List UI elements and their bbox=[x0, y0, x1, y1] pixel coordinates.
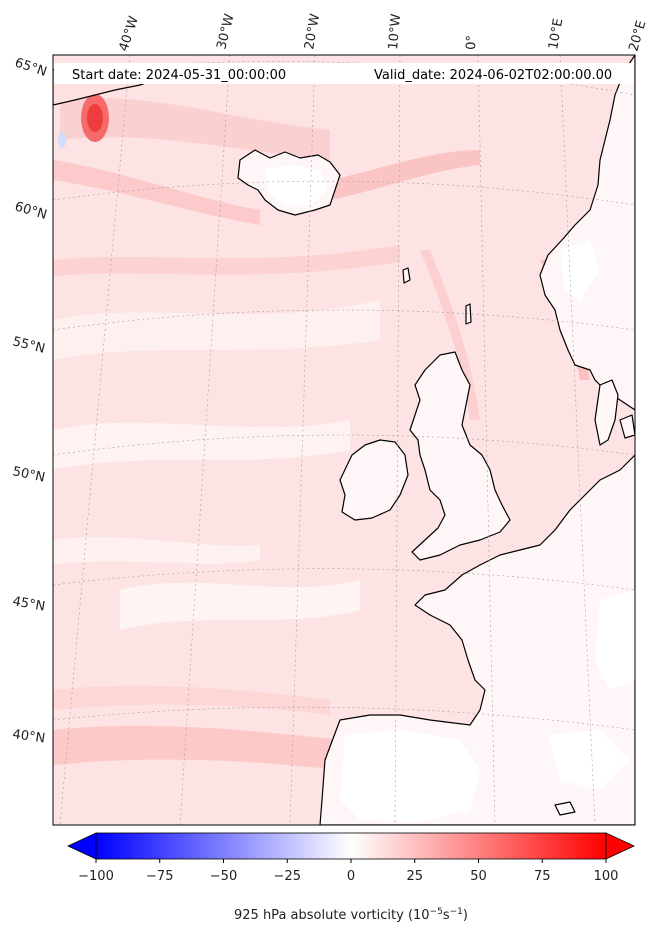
colorbar-extend-min bbox=[67, 832, 97, 860]
lon-label-0: 0° bbox=[464, 35, 480, 50]
lon-label-20w: 20°W bbox=[302, 13, 323, 51]
lat-label-65n: 65°N bbox=[13, 56, 49, 80]
lat-label-60n: 60°N bbox=[13, 199, 49, 222]
map-frame bbox=[52, 54, 636, 826]
valid-date: Valid_date: 2024-06-02T02:00:00.00 bbox=[374, 68, 612, 83]
lat-label-50n: 50°N bbox=[11, 464, 46, 485]
ireland bbox=[339, 439, 409, 521]
colorbar-tick-label: −75 bbox=[146, 869, 173, 884]
colorbar-tick-label: 25 bbox=[406, 869, 423, 884]
lon-label-40w: 40°W bbox=[117, 14, 142, 53]
lon-label-10e: 10°E bbox=[546, 17, 566, 50]
colorbar-tick-label: 75 bbox=[534, 869, 551, 884]
map-panel bbox=[53, 55, 635, 825]
colorbar-tick-label: 0 bbox=[347, 869, 355, 884]
scandinavia bbox=[539, 55, 635, 411]
colorbar-tick-label: 100 bbox=[594, 869, 619, 884]
lon-label-20e: 20°E bbox=[626, 19, 649, 53]
lat-label-40n: 40°N bbox=[11, 727, 46, 746]
header-box bbox=[54, 63, 634, 84]
colorbar-ticks: −100 −75 −50 −25 0 25 50 75 100 bbox=[78, 859, 618, 884]
colorbar-extend-max bbox=[605, 832, 635, 860]
colorbar-tick-label: −100 bbox=[78, 869, 114, 884]
great-britain bbox=[409, 351, 511, 561]
colorbar-label: 925 hPa absolute vorticity (10−5s−1) bbox=[234, 907, 468, 923]
colorbar-tick-label: −50 bbox=[210, 869, 237, 884]
latitude-labels: 65°N 60°N 55°N 50°N 45°N 40°N bbox=[11, 56, 49, 747]
lon-label-10w: 10°W bbox=[386, 13, 404, 50]
colorbar-tick-label: 50 bbox=[470, 869, 487, 884]
start-date: Start date: 2024-05-31_00:00:00 bbox=[72, 68, 286, 83]
lat-label-45n: 45°N bbox=[11, 594, 46, 614]
colorbar: −100 −75 −50 −25 0 25 50 75 100 925 hPa absolute… bbox=[67, 832, 635, 923]
colorbar-tick-label: −25 bbox=[274, 869, 301, 884]
colorbar-gradient bbox=[95, 832, 607, 860]
lat-label-55n: 55°N bbox=[11, 334, 46, 356]
longitude-labels: 40°W 30°W 20°W 10°W 0° 10°E 20°E bbox=[117, 12, 650, 53]
land-white-patches bbox=[265, 165, 635, 822]
lon-label-30w: 30°W bbox=[214, 12, 237, 51]
